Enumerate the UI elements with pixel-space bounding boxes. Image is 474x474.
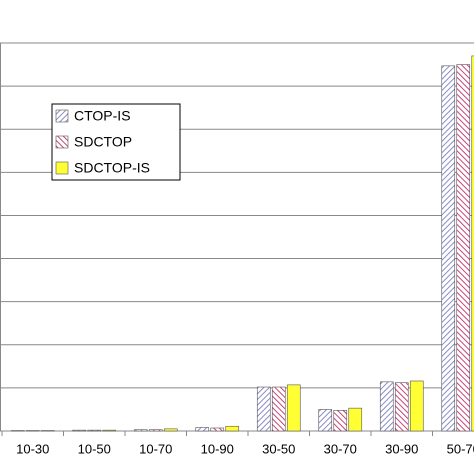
bar [456,64,471,432]
bar [409,380,424,432]
bar [441,65,456,432]
legend [51,103,181,181]
bar [210,427,225,432]
bar [133,429,148,432]
bar [256,386,271,432]
legend-swatch [55,109,69,123]
legend-label: SDCTOP-IS [74,160,150,176]
bar [471,55,474,432]
bar [318,409,333,432]
bar [148,429,163,432]
legend-swatch [55,161,69,175]
bar [87,429,102,432]
x-tick-label: 30-90 [385,441,418,456]
legend-label: SDCTOP [74,134,132,150]
x-tick-label: 30-50 [262,441,295,456]
bar [348,407,363,432]
bar [286,384,301,432]
x-tick-label: 10-70 [139,441,172,456]
bar [379,381,394,432]
x-tick-label: 10-30 [16,441,49,456]
x-tick-label: 10-90 [201,441,234,456]
bar [25,430,40,432]
x-tick-label: 10-50 [78,441,111,456]
bar [195,427,210,432]
bar [333,410,348,432]
x-tick-label: 50-70 [447,441,474,456]
x-tick-label: 30-70 [324,441,357,456]
legend-label: CTOP-IS [74,108,131,124]
bar [225,425,240,432]
legend-swatch [55,135,69,149]
bar [163,428,178,432]
bar [72,429,87,432]
bar [102,429,117,432]
bar [394,382,409,432]
bar [40,430,55,432]
bar [10,430,25,432]
bar [271,386,286,432]
